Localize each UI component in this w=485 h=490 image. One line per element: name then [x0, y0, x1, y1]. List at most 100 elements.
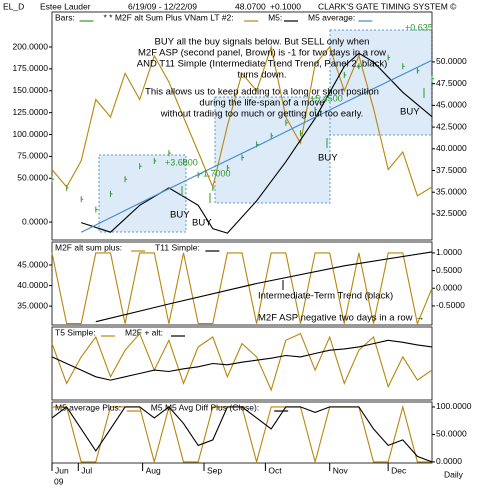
y-tick-label: 100.0000 — [13, 129, 49, 139]
buy-label: BUY — [192, 218, 212, 229]
y2-tick-label: 50.0000 — [436, 56, 467, 66]
system-name: CLARK'S GATE TIMING SYSTEM © — [318, 1, 457, 11]
change: +0.1000 — [270, 1, 301, 11]
trade-box — [329, 29, 433, 136]
legend-label: Bars: — [55, 12, 75, 22]
x-year-label: 09 — [54, 476, 64, 486]
buy-label: BUY — [318, 153, 338, 164]
x-tick-label: Nov — [333, 465, 349, 475]
series-line — [80, 59, 433, 233]
legend-label: * * M2F alt Sum Plus VNam LT #2: — [104, 12, 234, 22]
price-bar — [168, 150, 171, 157]
trade-box — [214, 96, 331, 204]
price-bar — [402, 63, 405, 70]
x-tick-label: Oct — [268, 465, 282, 475]
buy-label: BUY — [170, 210, 190, 221]
y-tick-label: 50.0000 — [17, 173, 48, 183]
price-bar — [270, 132, 274, 139]
note: AND T11 Simple (Intermediate Trend Trend… — [137, 59, 387, 70]
legend-label: M5 average Plus: — [55, 402, 121, 412]
x-tick-label: Jun — [55, 465, 69, 475]
y2-tick-label: 35.0000 — [436, 186, 467, 196]
series-group — [51, 404, 433, 465]
y2-tick-label: 45.0000 — [436, 100, 467, 110]
legend-label: M5: — [268, 12, 282, 22]
y2-tick-label: 1.0000 — [436, 247, 462, 257]
y-tick-label: 175.0000 — [13, 63, 49, 73]
price-bar — [153, 157, 157, 164]
periodicity: Daily — [444, 469, 464, 479]
legend-label: M2F + alt: — [125, 327, 163, 337]
note: This allows us to keep adding to a long … — [145, 87, 379, 98]
series-line — [51, 406, 433, 463]
price-bar — [226, 164, 230, 171]
buy-label: BUY — [400, 107, 420, 118]
series-line — [95, 251, 433, 323]
y2-tick-label: 0.5000 — [436, 265, 462, 275]
series-group — [51, 44, 434, 234]
legend-label: T11 Simple: — [155, 242, 200, 252]
y2-tick-label: 37.5000 — [436, 165, 467, 175]
price-bar — [51, 176, 54, 183]
y-tick-label: 40.0000 — [17, 280, 48, 290]
price-bar — [139, 163, 142, 170]
legend-label: M2F alt sum plus: — [55, 242, 122, 252]
y-tick-label: 200.0000 — [13, 41, 49, 51]
price-bar — [358, 63, 361, 70]
annotations: BUY all the buy signals below. But SELL … — [137, 22, 433, 323]
trade-result: +5.4500 — [310, 93, 343, 103]
y-tick-label: 125.0000 — [13, 107, 49, 117]
series-line — [51, 339, 433, 381]
y2-tick-label: 32.5000 — [436, 208, 467, 218]
legend-label: T5 Simple: — [55, 327, 96, 337]
panel-frame — [51, 241, 433, 326]
series-group — [51, 251, 433, 326]
note: turns down. — [237, 70, 286, 81]
y2-tick-label: 0.0000 — [436, 456, 462, 466]
x-tick-label: Dec — [391, 465, 407, 475]
panel-frame — [51, 326, 433, 401]
x-tick-label: Jul — [81, 465, 92, 475]
series-line — [51, 252, 433, 326]
last-price: 48.0700 — [235, 1, 266, 11]
trade-result: +0.635 — [405, 22, 433, 32]
price-bar — [124, 176, 128, 183]
y-tick-label: 35.0000 — [17, 300, 48, 310]
y-tick-label: 75.0000 — [17, 151, 48, 161]
y2-tick-label: 42.5000 — [436, 121, 467, 131]
price-bar — [387, 54, 391, 61]
series-line — [51, 332, 433, 392]
price-bar — [109, 190, 113, 197]
y-tick-label: 45.0000 — [17, 259, 48, 269]
y2-tick-label: -0.5000 — [436, 300, 465, 310]
y-tick-label: 0.0000 — [22, 216, 48, 226]
company: Estee Lauder — [40, 1, 91, 11]
legend-label: M5 average: — [308, 12, 355, 22]
y2-tick-label: 0.0000 — [436, 283, 462, 293]
series-group — [51, 332, 433, 392]
plots: 200.0000 175.0000 150.0000 125.0000 100.0000… — [13, 11, 472, 486]
price-bar — [95, 206, 98, 213]
note: M2F ASP (second panel, Brown) is -1 for … — [138, 48, 386, 59]
price-bar — [80, 196, 84, 203]
price-bar — [285, 119, 288, 126]
y2-tick-label: 50.0000 — [436, 429, 467, 439]
trade-result: +3.6300 — [165, 157, 198, 167]
panel-frame — [51, 11, 433, 241]
series-line — [81, 52, 433, 234]
note: Intermediate-Term Trend (black) — [258, 291, 393, 302]
price-bar — [416, 67, 420, 74]
legend-label: M5 M5 Avg Diff Plus (Close): — [151, 402, 259, 412]
symbol: EL_D — [3, 1, 24, 11]
price-bar — [314, 106, 318, 113]
trade-boxes — [98, 29, 433, 233]
date-range: 6/19/09 - 12/22/09 — [128, 1, 197, 11]
note: during the life-span of a move — [199, 98, 324, 109]
x-tick-label: Sep — [207, 465, 222, 475]
y2-tick-label: 100.0000 — [436, 401, 472, 411]
y2-tick-label: 40.0000 — [436, 143, 467, 153]
note: BUY all the buy signals below. But SELL … — [155, 37, 370, 48]
y-tick-label: 150.0000 — [13, 85, 49, 95]
price-bar — [183, 158, 186, 165]
note: M2F ASP negative two days in a row → — [258, 313, 425, 324]
